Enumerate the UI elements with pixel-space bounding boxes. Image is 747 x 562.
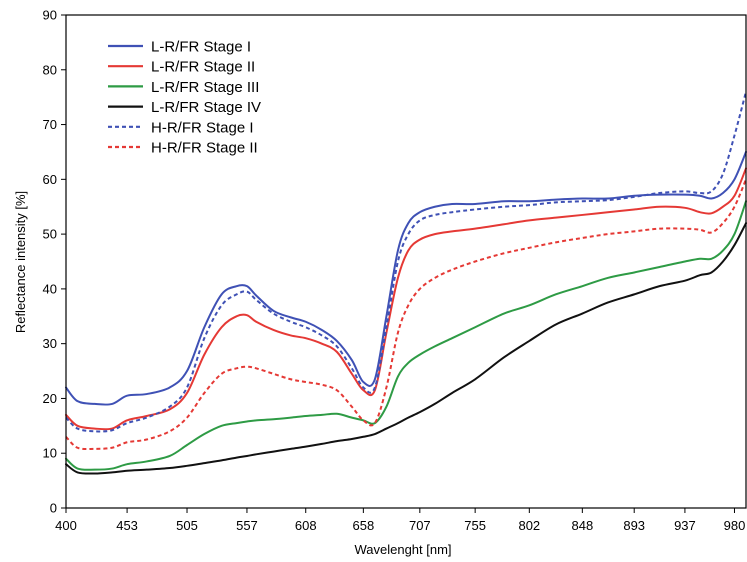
y-tick-label: 30 (43, 336, 57, 351)
legend-label-2: L-R/FR Stage II (151, 59, 255, 76)
series-line-6 (65, 178, 747, 451)
y-tick-label: 10 (43, 446, 57, 461)
x-axis-title: Wavelenght [nm] (354, 542, 451, 557)
y-tick-label: 50 (43, 227, 57, 242)
legend-label-4: L-R/FR Stage IV (151, 99, 261, 116)
y-tick-label: 70 (43, 117, 57, 132)
y-tick-label: 60 (43, 172, 57, 187)
y-tick-label: 40 (43, 281, 57, 296)
x-tick-label: 937 (674, 518, 696, 533)
series-line-5 (65, 91, 747, 433)
x-tick-label: 557 (236, 518, 258, 533)
plot-lines (65, 91, 747, 475)
legend: L-R/FR Stage I L-R/FR Stage II L-R/FR Stag… (108, 39, 261, 157)
y-tick-label: 90 (43, 8, 57, 23)
x-tick-label: 608 (295, 518, 317, 533)
legend-label-1: L-R/FR Stage I (151, 39, 251, 56)
x-tick-label: 658 (353, 518, 375, 533)
x-tick-label: 893 (623, 518, 645, 533)
x-tick-label: 707 (409, 518, 431, 533)
x-tick-label: 755 (464, 518, 486, 533)
x-tick-label: 505 (176, 518, 198, 533)
legend-label-6: H-R/FR Stage II (151, 140, 258, 157)
y-tick-label: 80 (43, 62, 57, 77)
series-line-3 (65, 200, 747, 471)
y-axis: 0 10 20 30 40 50 60 70 80 90 (43, 8, 66, 516)
x-tick-label: 453 (116, 518, 138, 533)
y-axis-title: Reflectance intensity [%] (13, 191, 28, 333)
x-tick-label: 802 (518, 518, 540, 533)
y-tick-label: 20 (43, 391, 57, 406)
y-tick-label: 0 (50, 501, 57, 516)
legend-label-5: H-R/FR Stage I (151, 119, 254, 136)
series-line-4 (65, 222, 747, 475)
plot-frame (65, 14, 747, 509)
series-line-2 (65, 167, 747, 431)
x-axis: 400 453 505 557 608 658 707 755 802 848 893 937 980 (55, 508, 745, 533)
x-tick-label: 400 (55, 518, 77, 533)
series-line-1 (65, 150, 747, 406)
legend-label-3: L-R/FR Stage III (151, 79, 259, 96)
x-tick-label: 980 (724, 518, 746, 533)
x-tick-label: 848 (571, 518, 593, 533)
